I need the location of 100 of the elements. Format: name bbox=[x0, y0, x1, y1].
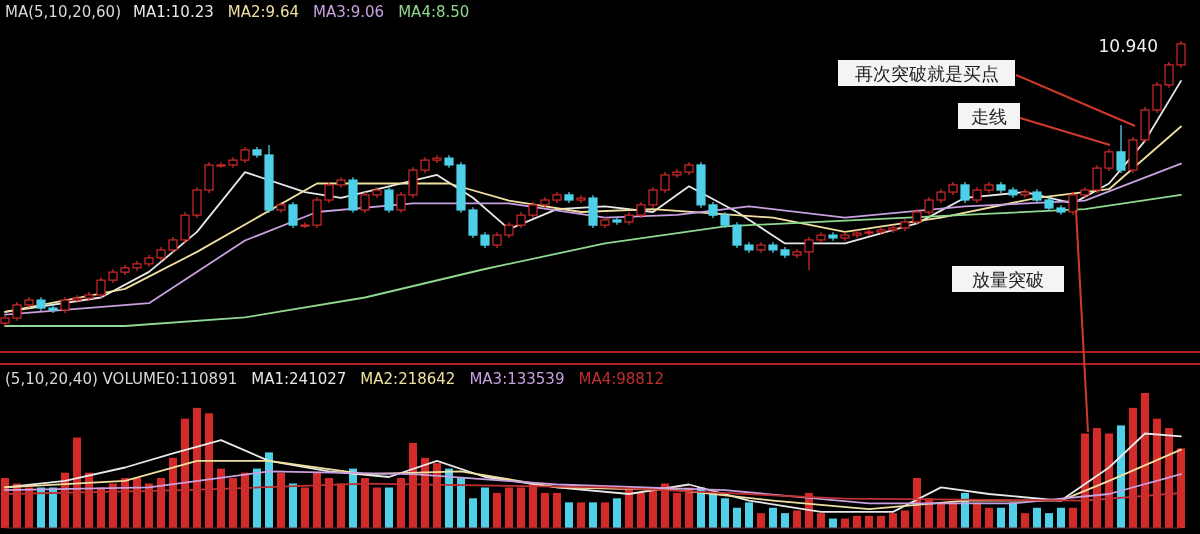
bar bbox=[325, 478, 333, 528]
bar bbox=[469, 498, 477, 528]
bar bbox=[169, 457, 177, 528]
bar bbox=[241, 472, 249, 528]
bar bbox=[637, 492, 645, 528]
text: MA3:133539 bbox=[469, 370, 565, 388]
bar bbox=[433, 463, 441, 528]
bar bbox=[709, 492, 717, 528]
bar bbox=[337, 483, 345, 528]
bar bbox=[613, 498, 621, 528]
text: MA3:9.06 bbox=[312, 3, 385, 21]
bar bbox=[205, 413, 213, 528]
bar bbox=[577, 502, 585, 528]
candlestick bbox=[804, 236, 814, 271]
text: MA4:8.50 bbox=[398, 3, 470, 21]
annotation: 走线 bbox=[971, 106, 1007, 127]
bar bbox=[505, 487, 513, 528]
candlestick bbox=[1092, 164, 1102, 194]
candlestick bbox=[660, 171, 670, 194]
bar bbox=[517, 487, 525, 528]
bar bbox=[301, 487, 309, 528]
text: MA2:218642 bbox=[360, 370, 456, 388]
candlestick bbox=[96, 276, 106, 299]
bar bbox=[937, 502, 945, 528]
bar bbox=[217, 468, 225, 528]
chart-title: (5,10,20,40) VOLUME0:110891 bbox=[5, 370, 238, 388]
bar bbox=[1045, 513, 1053, 528]
bar bbox=[385, 487, 393, 528]
bar bbox=[541, 492, 549, 528]
bar bbox=[181, 418, 189, 528]
bar bbox=[397, 478, 405, 528]
bar bbox=[265, 452, 273, 528]
bar bbox=[673, 492, 681, 528]
bar bbox=[253, 468, 261, 528]
bar bbox=[1165, 428, 1173, 528]
bar bbox=[733, 507, 741, 528]
bar bbox=[757, 513, 765, 528]
candlestick bbox=[960, 181, 970, 204]
bar bbox=[817, 513, 825, 528]
text: MA1:10.23 bbox=[133, 3, 214, 21]
bar bbox=[361, 478, 369, 528]
bar bbox=[601, 502, 609, 528]
bar bbox=[889, 513, 897, 528]
bar bbox=[1, 478, 9, 528]
bar bbox=[289, 483, 297, 528]
bar bbox=[1093, 428, 1101, 528]
bar bbox=[73, 437, 81, 528]
bar bbox=[409, 442, 417, 528]
bar bbox=[193, 407, 201, 528]
bar bbox=[1141, 393, 1149, 528]
bar bbox=[145, 483, 153, 528]
bar bbox=[1033, 507, 1041, 528]
candlestick bbox=[324, 181, 334, 204]
candlestick bbox=[1068, 191, 1078, 216]
bar bbox=[997, 507, 1005, 528]
bar bbox=[1069, 507, 1077, 528]
bar bbox=[877, 515, 885, 528]
text: MA4:98812 bbox=[578, 370, 664, 388]
bar bbox=[229, 478, 237, 528]
candlestick bbox=[1116, 124, 1126, 174]
bar bbox=[1021, 513, 1029, 528]
bar bbox=[553, 492, 561, 528]
bar bbox=[985, 507, 993, 528]
bar bbox=[793, 510, 801, 528]
bar bbox=[721, 498, 729, 528]
bar bbox=[157, 478, 165, 528]
bar bbox=[277, 472, 285, 528]
bar bbox=[481, 487, 489, 528]
bar bbox=[865, 515, 873, 528]
annotation: 再次突破就是买点 bbox=[854, 63, 999, 84]
bar bbox=[1105, 433, 1113, 528]
candlestick bbox=[732, 221, 742, 249]
bar bbox=[1117, 425, 1125, 528]
bar bbox=[373, 487, 381, 528]
bar bbox=[493, 492, 501, 528]
bar bbox=[901, 510, 909, 528]
bar bbox=[949, 502, 957, 528]
legend-title: MA(5,10,20,60) bbox=[5, 3, 122, 21]
candlestick bbox=[396, 191, 406, 214]
candlestick bbox=[1176, 40, 1186, 69]
candlestick bbox=[12, 301, 22, 322]
bar bbox=[457, 478, 465, 528]
bar bbox=[973, 502, 981, 528]
text: MA2:9.64 bbox=[227, 3, 299, 21]
bar bbox=[565, 502, 573, 528]
bar bbox=[529, 483, 537, 528]
bar bbox=[133, 478, 141, 528]
bar bbox=[781, 513, 789, 528]
bar bbox=[1153, 418, 1161, 528]
candlestick bbox=[1164, 61, 1174, 89]
bar bbox=[745, 502, 753, 528]
bar bbox=[589, 502, 597, 528]
candlestick bbox=[648, 186, 658, 209]
annotation: 放量突破 bbox=[972, 269, 1044, 290]
bar bbox=[853, 515, 861, 528]
bar bbox=[1129, 407, 1137, 528]
bar bbox=[1057, 507, 1065, 528]
candlestick bbox=[384, 186, 394, 214]
candlestick bbox=[288, 201, 298, 229]
bar bbox=[1009, 502, 1017, 528]
